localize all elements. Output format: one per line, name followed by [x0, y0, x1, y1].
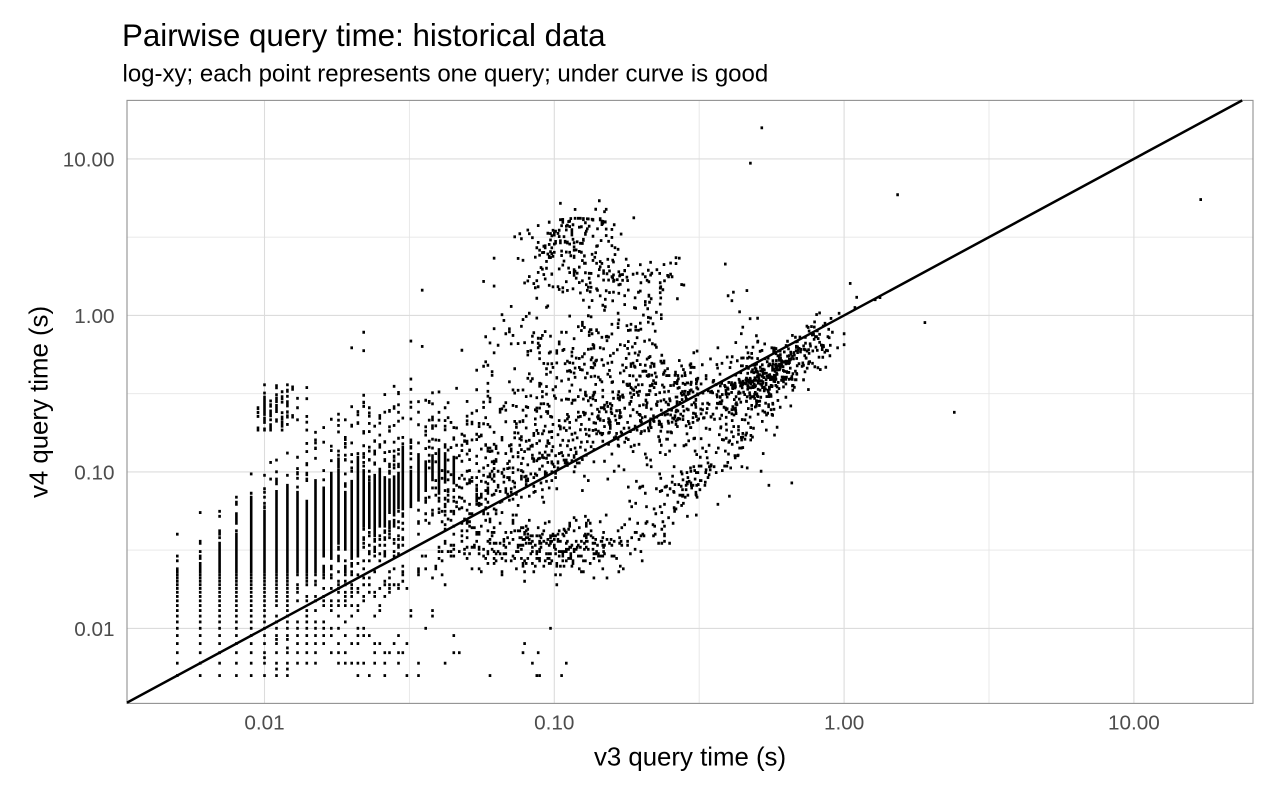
- svg-text:Pairwise query time: historica: Pairwise query time: historical data: [122, 18, 606, 53]
- svg-text:v3 query time (s): v3 query time (s): [594, 743, 786, 771]
- svg-text:1.00: 1.00: [824, 712, 864, 735]
- svg-text:0.10: 0.10: [74, 461, 114, 484]
- svg-text:10.00: 10.00: [1108, 712, 1160, 735]
- svg-text:log-xy; each point represents: log-xy; each point represents one query;…: [123, 60, 769, 87]
- svg-text:0.01: 0.01: [244, 712, 284, 735]
- svg-text:0.10: 0.10: [534, 712, 574, 735]
- svg-text:10.00: 10.00: [63, 148, 115, 171]
- svg-text:v4 query time (s): v4 query time (s): [26, 306, 54, 498]
- svg-text:1.00: 1.00: [74, 305, 114, 328]
- svg-text:0.01: 0.01: [74, 618, 114, 641]
